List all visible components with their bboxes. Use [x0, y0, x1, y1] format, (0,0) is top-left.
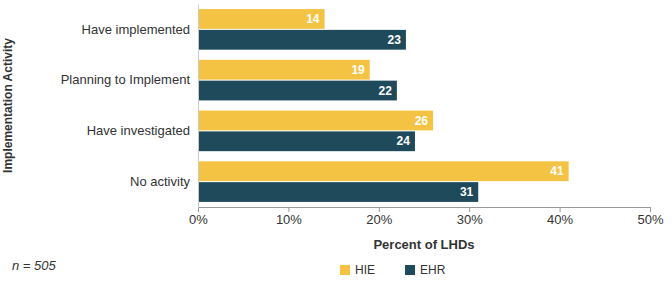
x-tick-label: 50%: [637, 212, 663, 227]
chart: 14 19 26 41 23 22 24 31 0% 10% 20% 30% 40% 50% Have im…: [0, 0, 672, 283]
legend: HIE EHR: [340, 263, 446, 277]
data-label: 19: [351, 63, 365, 77]
legend-swatch: [340, 265, 350, 275]
y-tick: Have implemented: [82, 22, 198, 37]
x-tick: 50%: [637, 207, 663, 227]
bar: [198, 161, 569, 181]
x-axis-line: [199, 207, 651, 208]
data-labels: 14 19 26 41 23 22 24 31: [306, 12, 564, 199]
legend-label: EHR: [420, 263, 446, 277]
y-tick-label: Planning to Implement: [61, 72, 191, 87]
x-tick-label: 10%: [276, 212, 302, 227]
plot: 14 19 26 41 23 22 24 31 0% 10% 20% 30% 40% 50% Have im…: [61, 5, 664, 228]
x-tick: 40%: [547, 207, 573, 227]
data-label: 22: [379, 84, 393, 98]
y-axis-title: Implementation Activity: [1, 38, 15, 173]
y-tick-label: Have investigated: [87, 123, 190, 138]
annotation: n = 505: [12, 258, 57, 273]
bar: [198, 131, 415, 151]
bar: [198, 111, 433, 131]
x-tick: 10%: [276, 207, 302, 227]
x-tick: 20%: [366, 207, 392, 227]
data-label: 23: [388, 33, 402, 47]
data-label: 41: [550, 164, 564, 178]
bar: [198, 182, 478, 202]
x-tick-label: 0%: [189, 212, 208, 227]
bar: [198, 60, 370, 80]
y-tick: Have investigated: [87, 123, 198, 138]
data-label: 24: [397, 134, 411, 148]
x-tick-label: 30%: [457, 212, 483, 227]
x-tick-label: 20%: [366, 212, 392, 227]
x-tick: 30%: [457, 207, 483, 227]
legend-label: HIE: [355, 263, 375, 277]
data-label: 31: [460, 185, 474, 199]
y-axis-line: [198, 5, 199, 208]
y-tick-label: No activity: [130, 174, 190, 189]
bar: [198, 9, 325, 29]
y-tick: No activity: [130, 174, 198, 189]
x-axis-title: Percent of LHDs: [373, 237, 474, 252]
y-axis: Have implemented Planning to Implement Hav…: [61, 5, 199, 208]
x-tick-label: 40%: [547, 212, 573, 227]
x-axis: 0% 10% 20% 30% 40% 50%: [189, 207, 664, 227]
x-tick: 0%: [189, 207, 208, 227]
legend-swatch: [405, 265, 415, 275]
y-tick: Planning to Implement: [61, 72, 198, 87]
bars: [198, 9, 569, 202]
data-label: 14: [306, 12, 320, 26]
data-label: 26: [415, 114, 429, 128]
bar: [198, 81, 397, 101]
y-tick-label: Have implemented: [82, 22, 190, 37]
bar: [198, 30, 406, 50]
